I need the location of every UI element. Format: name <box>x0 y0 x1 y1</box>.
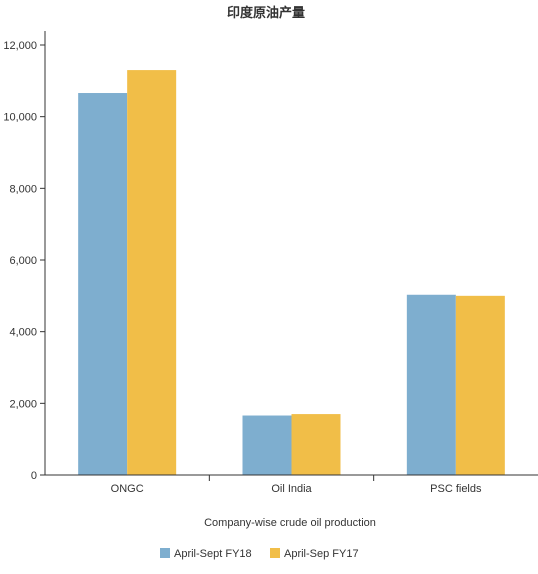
bar-ongc-series-2[interactable] <box>127 70 177 475</box>
legend-label[interactable]: April-Sept FY18 <box>174 548 252 560</box>
bar-psc-fields-series-1[interactable] <box>406 294 456 475</box>
y-tick-label: 10,000 <box>3 112 37 124</box>
y-axis: 0 2,000 4,000 6,000 8,000 10,000 12,000 <box>3 31 46 482</box>
y-tick-label: 8,000 <box>9 183 37 195</box>
x-tick-label: ONGC <box>111 483 144 495</box>
bar-oil-india-series-2[interactable] <box>291 414 341 475</box>
y-tick-label: 6,000 <box>9 255 37 267</box>
bar-oil-india-series-1[interactable] <box>242 415 292 475</box>
legend-swatch <box>160 548 170 558</box>
y-tick-label: 2,000 <box>9 398 37 410</box>
y-tick-label: 0 <box>31 470 37 482</box>
x-tick-label: Oil India <box>271 483 312 495</box>
x-axis-label: Company-wise crude oil production <box>204 517 376 529</box>
x-axis: ONGC Oil India PSC fields <box>45 474 538 495</box>
y-tick-label: 4,000 <box>9 327 37 339</box>
x-tick-label: PSC fields <box>430 483 482 495</box>
legend: April-Sept FY18 April-Sep FY17 <box>160 548 359 560</box>
bar-ongc-series-1[interactable] <box>78 93 128 476</box>
chart-title: 印度原油产量 <box>227 5 305 20</box>
legend-swatch <box>270 548 280 558</box>
y-tick-label: 12,000 <box>3 40 37 52</box>
legend-label[interactable]: April-Sep FY17 <box>284 548 359 560</box>
bars-group <box>78 70 505 476</box>
bar-psc-fields-series-2[interactable] <box>455 295 505 475</box>
